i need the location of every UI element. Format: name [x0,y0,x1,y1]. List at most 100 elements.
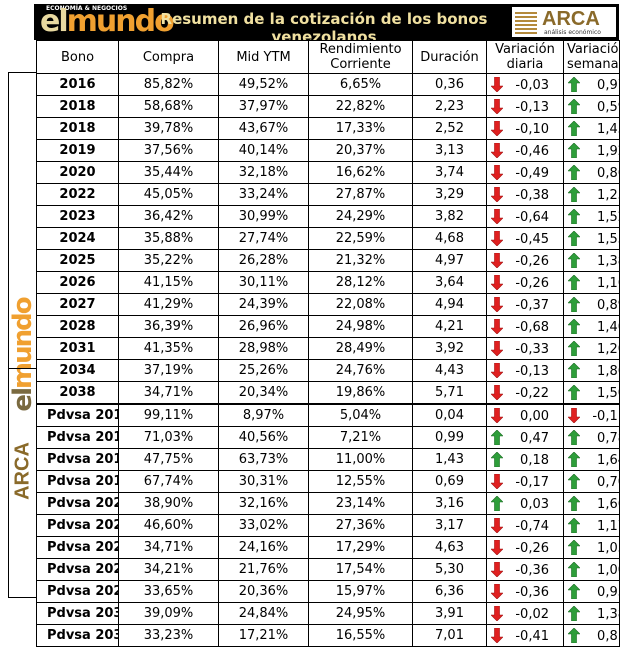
arrow-down-icon [491,98,503,114]
change-value: -0,33 [515,341,549,357]
change-value: 1,16 [597,275,618,291]
cell-compra: 41,35% [118,337,219,360]
column-header-mid-ytm: Mid YTM [218,40,309,74]
change-value: 1,86 [597,363,618,379]
table-header-row: Bono Compra Mid YTM Rendimiento Corrient… [36,40,620,74]
arrow-down-icon [491,407,503,423]
cell-compra: 67,74% [118,470,219,493]
change-value: -0,26 [515,253,549,269]
arrow-down-icon [491,230,503,246]
column-header-compra: Compra [118,40,219,74]
cell-duracion: 2,52 [412,117,487,140]
cell-bono: 2025 [36,249,119,272]
sidebar-elmundo-logo: elmundo [8,285,38,425]
change-value: 0,93 [597,584,618,600]
cell-duracion: 5,71 [412,381,487,405]
arrow-up-icon [568,561,580,577]
cell-mid-ytm: 24,84% [218,602,309,625]
cell-bono: Pdvsa 2022 [36,514,119,537]
change-value: -0,11 [592,408,618,424]
column-header-bono: Bono [36,40,119,74]
arrow-down-icon [491,208,503,224]
cell-duracion: 0,36 [412,73,487,96]
table-row: Pdvsa 203539,09%24,84%24,95%3,91 -0,02 1,3… [36,602,620,625]
change-value: 1,38 [597,253,618,269]
cell-mid-ytm: 33,02% [218,514,309,537]
change-value: 0,00 [520,408,549,424]
cell-compra: 99,11% [118,403,219,427]
cell-compra: 36,42% [118,205,219,228]
cell-compra: 38,90% [118,492,219,515]
arrow-up-icon [568,451,580,467]
cell-rendimiento: 16,62% [308,161,413,184]
cell-variacion-diaria: -0,10 [486,117,564,140]
change-value: 0,86 [597,165,618,181]
logo-subtitle: ECONOMÍA & NEGOCIOS [46,5,128,12]
cell-mid-ytm: 49,52% [218,73,309,96]
cell-variacion-semanal: 1,25 [563,183,620,206]
cell-variacion-diaria: 0,18 [486,448,564,471]
change-value: -0,64 [515,209,549,225]
cell-variacion-semanal: 0,97 [563,73,620,96]
cell-variacion-diaria: -0,17 [486,470,564,493]
arrow-up-icon [568,296,580,312]
cell-mid-ytm: 17,21% [218,624,309,647]
logo-mundo: mundo [66,4,175,39]
cell-duracion: 6,36 [412,580,487,603]
cell-mid-ytm: 40,14% [218,139,309,162]
cell-duracion: 4,43 [412,359,487,382]
cell-bono: Pdvsa 2024 [36,536,119,559]
cell-compra: 35,44% [118,161,219,184]
cell-duracion: 4,21 [412,315,487,338]
cell-variacion-semanal: 1,00 [563,558,620,581]
cell-compra: 41,29% [118,293,219,316]
cell-variacion-semanal: 0,86 [563,161,620,184]
arrow-down-icon [491,186,503,202]
change-value: -0,02 [515,606,549,622]
cell-variacion-semanal: 1,20 [563,337,620,360]
cell-rendimiento: 27,87% [308,183,413,206]
cell-rendimiento: 5,04% [308,403,413,427]
cell-variacion-semanal: 1,45 [563,117,620,140]
table-row: Pdvsa 201599,11%8,97%5,04%0,04 0,00 -0,11 [36,403,620,427]
change-value: -0,03 [515,77,549,93]
arca-mark-icon [515,10,537,34]
cell-rendimiento: 7,21% [308,426,413,449]
arrow-down-icon [568,407,580,423]
arrow-down-icon [491,627,503,643]
change-value: -0,13 [515,363,549,379]
arrow-down-icon [491,539,503,555]
sidebar-logo-mundo: mundo [8,298,38,390]
cell-rendimiento: 22,59% [308,227,413,250]
arrow-up-icon [568,164,580,180]
change-value: -0,37 [515,297,549,313]
change-value: 1,66 [597,496,618,512]
change-value: 0,78 [597,430,618,446]
cell-compra: 37,19% [118,359,219,382]
cell-compra: 39,78% [118,117,219,140]
arrow-up-icon [568,230,580,246]
column-header-rendimiento: Rendimiento Corriente [308,40,413,74]
cell-variacion-diaria: -0,13 [486,95,564,118]
table-row: Pdvsa 202138,90%32,16%23,14%3,16 0,03 1,66 [36,492,620,515]
cell-compra: 35,22% [118,249,219,272]
arca-name: ARCA [542,8,600,30]
cell-bono: Pdvsa 2027 [36,580,119,603]
cell-duracion: 3,74 [412,161,487,184]
cell-rendimiento: 20,37% [308,139,413,162]
cell-variacion-diaria: -0,41 [486,624,564,647]
arrow-up-icon [491,451,503,467]
arrow-down-icon [491,296,503,312]
cell-bono: Pdvsa 2015 [36,403,119,427]
cell-rendimiento: 15,97% [308,580,413,603]
change-value: -0,41 [515,628,549,644]
cell-variacion-diaria: -0,36 [486,580,564,603]
change-value: 1,53 [597,231,618,247]
cell-duracion: 7,01 [412,624,487,647]
change-value: -0,49 [515,165,549,181]
cell-variacion-diaria: 0,00 [486,403,564,427]
change-value: -0,68 [515,319,549,335]
cell-rendimiento: 24,76% [308,359,413,382]
